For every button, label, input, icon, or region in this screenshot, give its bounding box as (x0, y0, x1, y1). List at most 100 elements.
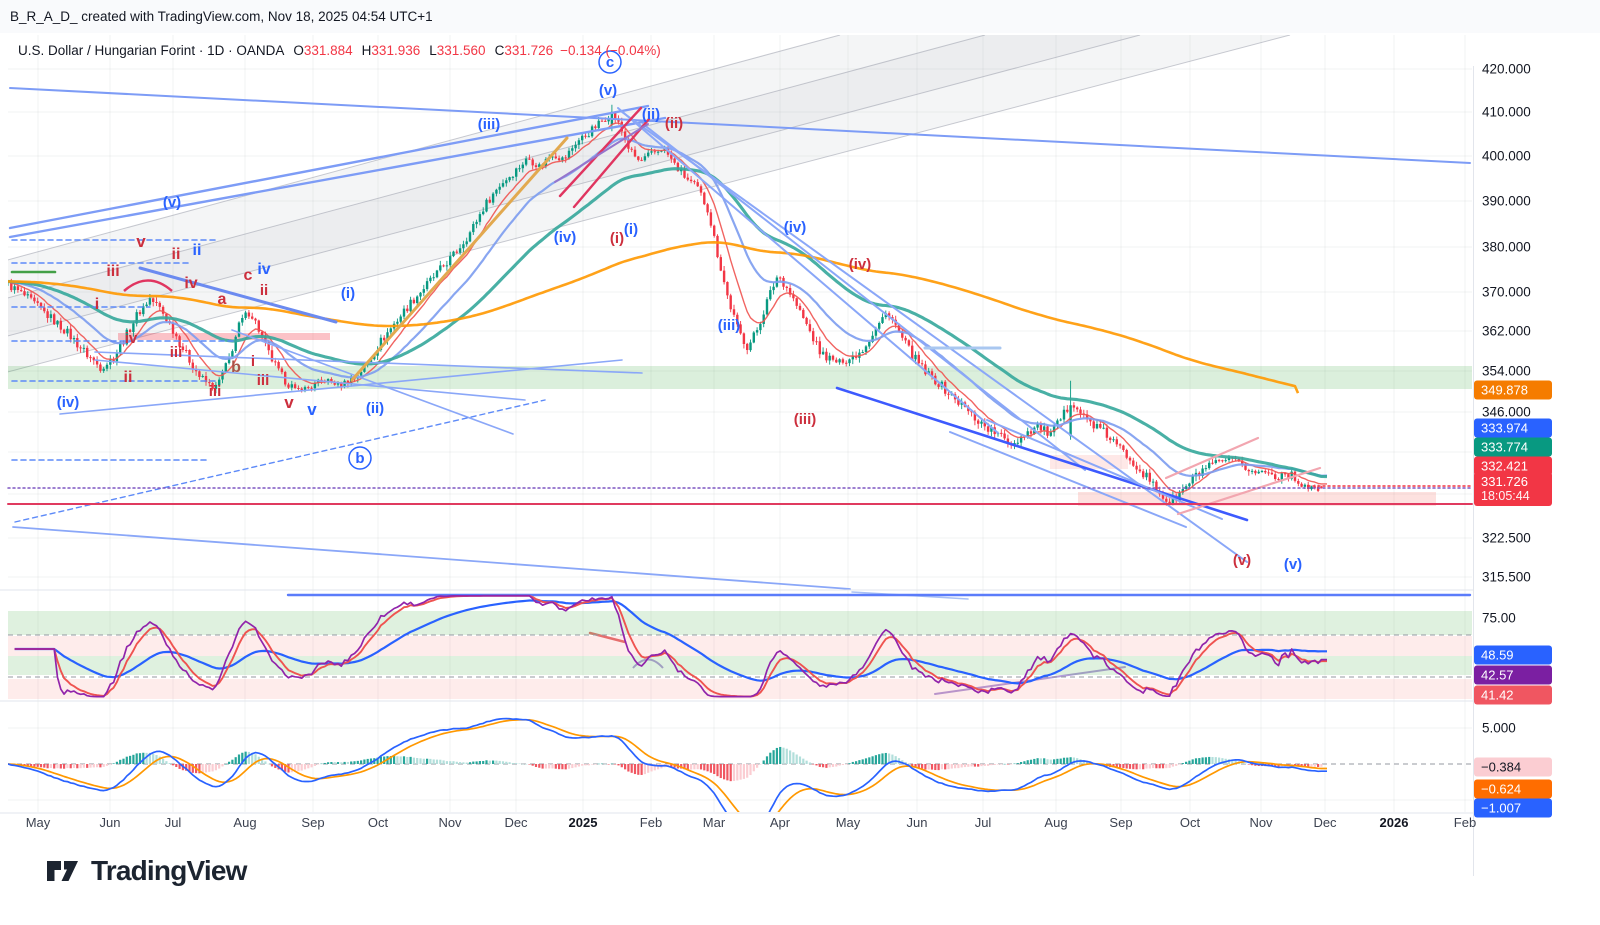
symbol-legend: U.S. Dollar / Hungarian Forint · 1D · OA… (18, 43, 661, 58)
wave-label: (v) (599, 82, 617, 99)
macd-signal-line (8, 718, 1327, 812)
support-zone-354 (8, 366, 1472, 389)
ohlc-label: O (293, 43, 304, 58)
wave-crown-arc (123, 279, 173, 292)
price-tick-label: 354.000 (1482, 363, 1531, 379)
symbol-title[interactable]: U.S. Dollar / Hungarian Forint · 1D · OA… (18, 43, 285, 58)
price-tick-label: 410.000 (1482, 104, 1531, 120)
wave-label: iv (125, 330, 138, 347)
wave-label: iii (170, 344, 183, 361)
time-tick-label: Oct (367, 815, 389, 830)
ohlc-value: 331.936 (371, 43, 421, 58)
rsi-line (14, 594, 1327, 698)
time-tick-label: Jun (99, 815, 121, 830)
ohlc-label: L (429, 43, 437, 58)
wave-label: (i) (610, 230, 624, 247)
circled-wave-label (598, 50, 622, 74)
rsi-signal-line (14, 594, 1327, 698)
wave-label: (iv) (554, 229, 577, 246)
wave-label: (i) (341, 285, 355, 302)
time-tick-label: Aug (233, 815, 257, 830)
time-tick-label: May (25, 815, 51, 830)
wave-label: iv (184, 275, 197, 292)
ohlc-label: H (361, 43, 372, 58)
tradingview-logo-icon (47, 861, 78, 881)
ma-mid-blue (8, 137, 1328, 477)
macd-axis-badge: −1.007 (1474, 798, 1552, 818)
wave-label: v (136, 232, 146, 251)
price-tick-label: 390.000 (1482, 193, 1531, 209)
time-tick-label: Sep (1109, 815, 1133, 830)
macd-line (8, 717, 1327, 812)
wave-label: (ii) (665, 115, 683, 132)
price-tick-label: 380.000 (1482, 239, 1531, 255)
chart-canvas[interactable]: v ii ii iii iv c iv ii a i iv iii ii iii i b iii v v (v) (iv… (0, 33, 1600, 876)
ohlc-value: 331.884 (303, 43, 353, 58)
price-tick-label: 315.500 (1482, 569, 1531, 585)
wave-label: ii (124, 369, 133, 386)
wave-label: (iii) (794, 411, 817, 428)
wave-label: iv (257, 261, 270, 278)
circled-wave-label (348, 446, 372, 470)
wave-label: v (307, 400, 317, 419)
time-tick-label: Nov (1249, 815, 1273, 830)
wave-label: (iv) (849, 256, 872, 273)
wave-label: i (95, 296, 99, 313)
wave-label: (iv) (57, 394, 80, 411)
wave-label: iii (106, 263, 119, 280)
wave-label: ii (260, 282, 268, 299)
time-tick-label: 2025 (568, 815, 598, 830)
wave-label: (i) (624, 221, 638, 238)
time-tick-label: 2026 (1379, 815, 1409, 830)
time-tick-label: May (835, 815, 861, 830)
time-tick-label: Mar (702, 815, 726, 830)
time-tick-label: Feb (1453, 815, 1477, 830)
wave-label: ii (193, 242, 202, 259)
wave-label: (ii) (366, 400, 384, 417)
wave-label: (ii) (642, 106, 660, 123)
time-tick-label: Jul (974, 815, 992, 830)
time-tick-label: Jul (164, 815, 182, 830)
attribution-text: B_R_A_D_ created with TradingView.com, N… (10, 9, 433, 24)
svg-text:b: b (355, 450, 364, 467)
price-tick-label: 370.000 (1482, 284, 1531, 300)
price-tick-label: 75.00 (1482, 610, 1516, 626)
time-tick-label: Sep (301, 815, 325, 830)
price-axis-badge: 333.974 (1474, 418, 1552, 438)
drawn-trendlines (7, 87, 1473, 695)
rsi-panel (8, 594, 1472, 699)
time-tick-label: Nov (438, 815, 462, 830)
ohlc-value: 331.726 (504, 43, 554, 58)
price-tick-label: 346.000 (1482, 404, 1531, 420)
price-axis-badge: 332.421 (1474, 456, 1552, 476)
wave-label: (v) (1284, 556, 1302, 573)
tradingview-logo-text: TradingView (91, 855, 247, 886)
wave-label: iii (257, 372, 270, 389)
time-tick-label: Apr (769, 815, 791, 830)
time-tick-label: Dec (504, 815, 528, 830)
svg-text:c: c (606, 54, 614, 71)
time-tick-label: Feb (639, 815, 663, 830)
tradingview-logo[interactable]: TradingView (45, 855, 247, 887)
gridlines (8, 35, 1472, 812)
rsi-axis-badge: 48.59 (1474, 645, 1552, 665)
price-axis-badge: 333.774 (1474, 437, 1552, 457)
price-tick-label: 5.000 (1482, 720, 1516, 736)
wave-label: iii (209, 383, 222, 400)
wave-label: (v) (163, 194, 181, 211)
wave-label: ii (172, 246, 181, 263)
price-axis-badge: 349.878 (1474, 380, 1552, 400)
wave-label: c (244, 267, 253, 284)
price-tick-label: 322.500 (1482, 530, 1531, 546)
time-tick-label: Dec (1313, 815, 1337, 830)
price-axis-badge: 331.726 18:05:44 (1474, 472, 1552, 506)
rsi-axis-badge: 42.57 (1474, 665, 1552, 685)
price-tick-label: 400.000 (1482, 148, 1531, 164)
time-tick-label: Aug (1044, 815, 1068, 830)
panel-separators (0, 589, 1600, 814)
wave-label: (iii) (718, 317, 741, 334)
wave-label: i (251, 353, 255, 370)
price-tick-label: 420.000 (1482, 61, 1531, 77)
